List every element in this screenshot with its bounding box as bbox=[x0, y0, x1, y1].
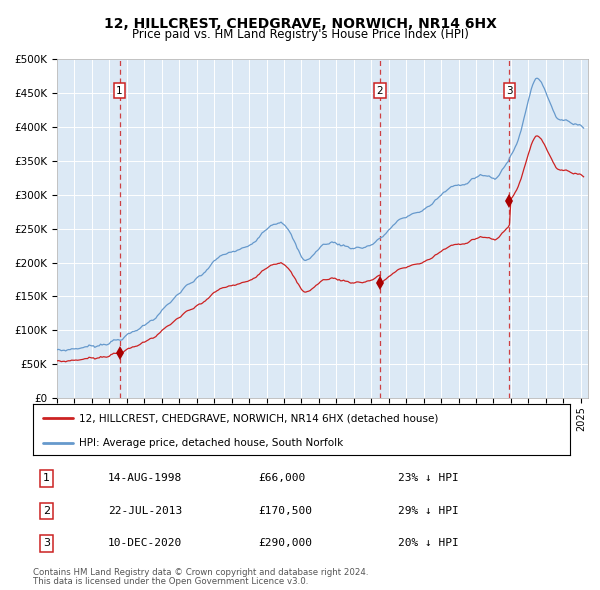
Text: 2: 2 bbox=[43, 506, 50, 516]
Text: 3: 3 bbox=[43, 539, 50, 549]
Text: 29% ↓ HPI: 29% ↓ HPI bbox=[398, 506, 459, 516]
Text: Price paid vs. HM Land Registry's House Price Index (HPI): Price paid vs. HM Land Registry's House … bbox=[131, 28, 469, 41]
Text: Contains HM Land Registry data © Crown copyright and database right 2024.: Contains HM Land Registry data © Crown c… bbox=[33, 568, 368, 576]
Text: £66,000: £66,000 bbox=[259, 473, 306, 483]
Text: 2: 2 bbox=[377, 86, 383, 96]
Text: 3: 3 bbox=[506, 86, 513, 96]
Text: HPI: Average price, detached house, South Norfolk: HPI: Average price, detached house, Sout… bbox=[79, 438, 343, 447]
Text: 23% ↓ HPI: 23% ↓ HPI bbox=[398, 473, 459, 483]
Text: 10-DEC-2020: 10-DEC-2020 bbox=[108, 539, 182, 549]
Text: 12, HILLCREST, CHEDGRAVE, NORWICH, NR14 6HX: 12, HILLCREST, CHEDGRAVE, NORWICH, NR14 … bbox=[104, 17, 496, 31]
Text: 1: 1 bbox=[43, 473, 50, 483]
Text: 1: 1 bbox=[116, 86, 123, 96]
Text: 22-JUL-2013: 22-JUL-2013 bbox=[108, 506, 182, 516]
Text: 14-AUG-1998: 14-AUG-1998 bbox=[108, 473, 182, 483]
Text: This data is licensed under the Open Government Licence v3.0.: This data is licensed under the Open Gov… bbox=[33, 577, 308, 586]
Text: £170,500: £170,500 bbox=[259, 506, 313, 516]
Text: 20% ↓ HPI: 20% ↓ HPI bbox=[398, 539, 459, 549]
Text: £290,000: £290,000 bbox=[259, 539, 313, 549]
Text: 12, HILLCREST, CHEDGRAVE, NORWICH, NR14 6HX (detached house): 12, HILLCREST, CHEDGRAVE, NORWICH, NR14 … bbox=[79, 413, 438, 423]
